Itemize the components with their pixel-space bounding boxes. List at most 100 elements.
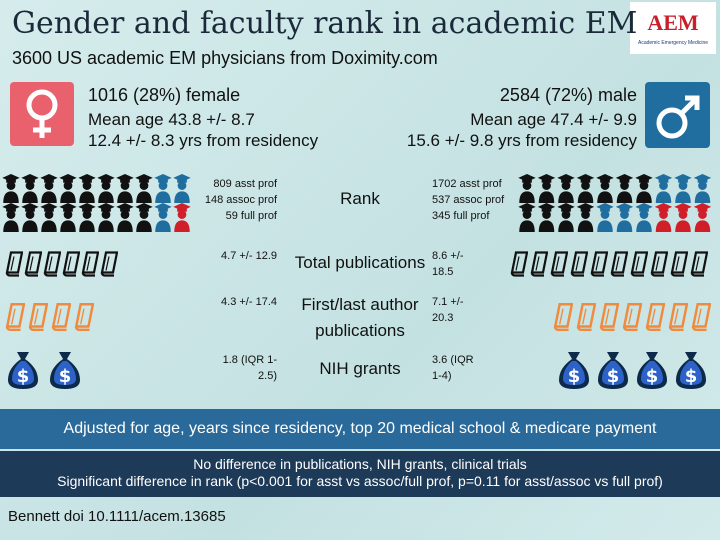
grad-icon: [40, 174, 58, 203]
book-icon: [5, 303, 25, 331]
female-stat: 4.3 +/- 17.4: [221, 296, 277, 308]
grad-icon: [693, 203, 712, 232]
female-count: 1016 (28%) female: [88, 85, 241, 105]
book-icon: [670, 251, 688, 277]
male-stat: 537 assoc prof: [432, 194, 505, 206]
book-icon: [51, 303, 71, 331]
grad-icon: [635, 203, 653, 232]
grad-icon: [2, 174, 20, 203]
grad-icon: [116, 174, 134, 203]
male-stat: 3.6 (IQR 1-4): [432, 354, 474, 382]
grad-icon: [2, 203, 20, 232]
grad-icon: [518, 174, 536, 203]
book-icon: [510, 251, 528, 277]
book-icon: [645, 303, 665, 331]
grad-icon: [557, 203, 575, 232]
grad-icon: [537, 203, 556, 232]
logo-caption: Academic Emergency Medicine: [638, 40, 708, 46]
book-icon: [576, 303, 596, 331]
bag-icon: [637, 352, 667, 389]
book-icon: [691, 303, 711, 331]
grad-icon: [654, 203, 673, 232]
book-icon: [622, 303, 642, 331]
grad-icon: [97, 203, 115, 232]
book-icon: [530, 251, 548, 277]
logo-text: AEM: [647, 10, 699, 35]
grad-icon: [59, 203, 77, 232]
grad-icon: [654, 174, 673, 203]
female-stat: 809 asst prof: [213, 178, 277, 190]
grad-icon: [596, 203, 614, 232]
book-icon: [590, 251, 608, 277]
male-stat: 8.6 +/- 18.5: [432, 250, 464, 278]
grad-icon: [173, 174, 191, 203]
book-icon: [599, 303, 619, 331]
male-stat: 7.1 +/- 20.3: [432, 296, 464, 324]
male-stat: 1702 asst prof: [432, 178, 502, 190]
female-stat: 148 assoc prof: [204, 194, 277, 206]
finding: Significant difference in rank (p<0.001 …: [57, 473, 663, 489]
bag-icon: [8, 352, 38, 389]
book-icon: [690, 251, 708, 277]
female-symbol: [10, 82, 74, 146]
row-label: First/last author publications: [301, 295, 419, 340]
male-count: 2584 (72%) male: [499, 85, 637, 105]
book-icon: [100, 251, 118, 277]
female-age: Mean age 43.8 +/- 8.7: [88, 110, 255, 129]
book-icon: [28, 303, 48, 331]
grad-icon: [596, 174, 614, 203]
grad-icon: [173, 203, 191, 232]
citation: Bennett doi 10.1111/acem.13685: [8, 508, 226, 525]
female-residency: 12.4 +/- 8.3 yrs from residency: [88, 131, 319, 150]
grad-icon: [40, 203, 58, 232]
book-icon: [74, 303, 94, 331]
grad-icon: [674, 174, 692, 203]
book-icon: [81, 251, 99, 277]
grad-icon: [615, 203, 634, 232]
book-icon: [62, 251, 80, 277]
book-icon: [553, 303, 573, 331]
grad-icon: [576, 203, 595, 232]
female-stat: 59 full prof: [225, 210, 277, 222]
logo: AEM Academic Emergency Medicine: [630, 2, 716, 54]
book-icon: [5, 251, 23, 277]
row-label: Total publications: [294, 253, 426, 272]
male-age: Mean age 47.4 +/- 9.9: [470, 110, 637, 129]
male-symbol: [645, 82, 710, 148]
book-icon: [630, 251, 648, 277]
female-stat: 4.7 +/- 12.9: [221, 250, 277, 262]
bag-icon: [559, 352, 589, 389]
grad-icon: [518, 203, 536, 232]
book-icon: [550, 251, 568, 277]
male-residency: 15.6 +/- 9.8 yrs from residency: [406, 131, 637, 150]
findings: No difference in publications, NIH grant…: [0, 451, 720, 497]
row-label: Rank: [340, 189, 380, 208]
subtitle: 3600 US academic EM physicians from Doxi…: [12, 48, 438, 68]
bag-icon: [676, 352, 706, 389]
grad-icon: [135, 203, 153, 232]
bag-icon: [598, 352, 628, 389]
grad-icon: [116, 203, 134, 232]
grad-icon: [78, 203, 96, 232]
grad-icon: [557, 174, 575, 203]
title: Gender and faculty rank in academic EM: [12, 6, 638, 41]
grad-icon: [78, 174, 96, 203]
grad-icon: [674, 203, 692, 232]
grad-icon: [615, 174, 634, 203]
book-icon: [650, 251, 668, 277]
grad-icon: [576, 174, 595, 203]
grad-icon: [135, 174, 153, 203]
adjusted-note: Adjusted for age, years since residency,…: [0, 409, 720, 449]
female-stat: 1.8 (IQR 1-2.5): [222, 354, 277, 382]
grad-icon: [21, 174, 39, 203]
grad-icon: [537, 174, 556, 203]
grad-icon: [97, 174, 115, 203]
grad-icon: [154, 203, 172, 232]
row-label: NIH grants: [319, 359, 401, 378]
book-icon: [570, 251, 588, 277]
finding: No difference in publications, NIH grant…: [193, 456, 527, 472]
male-stat: 345 full prof: [432, 210, 490, 222]
grad-icon: [21, 203, 39, 232]
book-icon: [668, 303, 688, 331]
